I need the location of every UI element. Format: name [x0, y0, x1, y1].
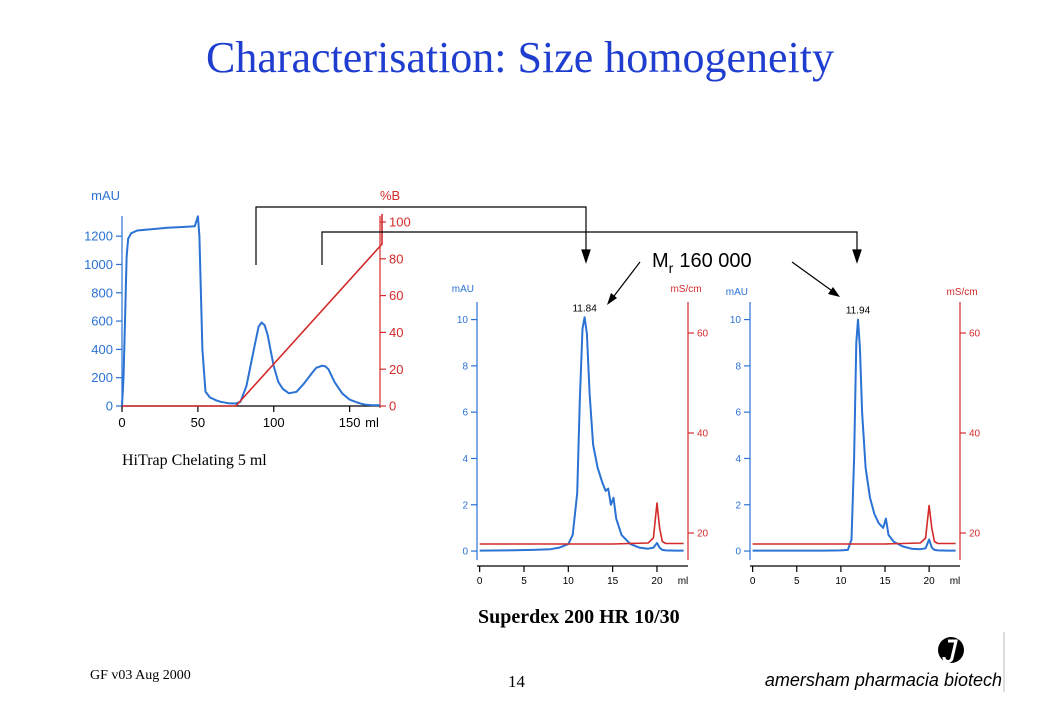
- y-tick-label-left: 10: [457, 315, 469, 326]
- peak-label: 11.84: [572, 303, 597, 314]
- page-number: 14: [508, 672, 525, 691]
- mr-value: 160 000: [679, 250, 751, 272]
- mr-subscript: r: [669, 260, 674, 276]
- y-tick-label-left: 0: [735, 547, 741, 558]
- y-tick-label-right: 100: [389, 215, 411, 230]
- connector-peak-1: [255, 206, 587, 265]
- x-axis-unit: ml: [365, 415, 379, 430]
- uv-trace: [479, 316, 684, 552]
- y-tick-label-left: 200: [91, 370, 113, 385]
- y-tick-label-left: 10: [730, 315, 742, 326]
- y-tick-label-left: 6: [462, 408, 468, 419]
- uv-trace: [121, 215, 380, 407]
- x-tick-label: 0: [477, 576, 483, 587]
- x-tick-label: 5: [794, 576, 800, 587]
- y-axis-label-right: mS/cm: [946, 287, 977, 298]
- y-tick-label-right: 40: [389, 325, 403, 340]
- y-tick-label-left: 600: [91, 314, 113, 329]
- y-tick-label-right: 20: [389, 362, 403, 377]
- peak-label: 11.94: [846, 306, 871, 317]
- x-axis-unit: ml: [950, 576, 961, 587]
- peak-connectors: [255, 206, 862, 265]
- y-tick-label-right: 40: [969, 429, 981, 440]
- mr-arrowhead-right: [828, 287, 840, 297]
- superdex-chromatogram-2: 0 2 4 6 8 10 mAU 20 40 60 mS/cm 0 5 10 15 20 ml 11.94: [726, 287, 981, 587]
- secondary-trace: [122, 214, 383, 407]
- y-tick-label-left: 8: [735, 361, 741, 372]
- x-tick-label: 10: [835, 576, 847, 587]
- y-tick-label-left: 2: [735, 500, 741, 511]
- y-tick-label-left: 0: [106, 399, 113, 414]
- superdex-chromatogram-1: 0 2 4 6 8 10 mAU 20 40 60 mS/cm 0 5 10 15 20 ml 11.84: [452, 284, 709, 587]
- x-tick-label: 15: [607, 576, 619, 587]
- y-tick-label-left: 0: [462, 547, 468, 558]
- y-tick-label-right: 60: [389, 288, 403, 303]
- secondary-trace: [752, 504, 956, 545]
- x-tick-label: 20: [924, 576, 936, 587]
- uv-trace: [752, 318, 956, 552]
- y-tick-label-right: 80: [389, 251, 403, 266]
- y-tick-label-right: 60: [697, 329, 709, 340]
- y-axis-label-left: mAU: [452, 284, 474, 295]
- mr-annotation: Mr 160 000: [607, 250, 840, 305]
- y-tick-label-right: 20: [697, 529, 709, 540]
- x-tick-label: 5: [521, 576, 527, 587]
- connector-arrow-1: [581, 249, 591, 264]
- x-tick-label: 0: [118, 415, 125, 430]
- y-axis-label-right: mS/cm: [670, 284, 701, 295]
- connector-peak-2: [321, 231, 858, 265]
- y-tick-label-left: 800: [91, 285, 113, 300]
- mr-arrowhead-left: [607, 293, 617, 305]
- logo-wordmark: amersham pharmacia biotech: [765, 670, 1002, 690]
- y-tick-label-left: 1000: [84, 257, 113, 272]
- x-tick-label: 0: [750, 576, 756, 587]
- mr-arrow-right: [791, 261, 836, 294]
- x-tick-label: 10: [563, 576, 575, 587]
- y-axis-label-left: mAU: [91, 188, 120, 203]
- y-axis-label-right: %B: [380, 188, 400, 203]
- y-tick-label-left: 4: [735, 454, 741, 465]
- x-tick-label: 50: [191, 415, 205, 430]
- slide-title: Characterisation: Size homogeneity: [205, 33, 835, 82]
- footer-version: GF v03 Aug 2000: [90, 668, 191, 683]
- hitrap-chromatogram: 0 200 400 600 800 1000 1200 mAU 0 20 40 60 80 100 %B 0 5…: [84, 188, 411, 430]
- y-tick-label-right: 40: [697, 429, 709, 440]
- y-tick-label-right: 20: [969, 529, 981, 540]
- y-tick-label-right: 60: [969, 329, 981, 340]
- x-tick-label: 150: [339, 415, 361, 430]
- x-tick-label: 15: [879, 576, 891, 587]
- x-axis-unit: ml: [678, 576, 689, 587]
- y-tick-label-left: 1200: [84, 229, 113, 244]
- y-tick-label-left: 4: [462, 454, 468, 465]
- mr-arrow-left: [610, 261, 641, 301]
- superdex-caption: Superdex 200 HR 10/30: [478, 606, 680, 628]
- y-axis-label-left: mAU: [726, 287, 748, 298]
- x-tick-label: 20: [651, 576, 663, 587]
- mr-label: M: [652, 250, 669, 272]
- logo-mark: [938, 637, 964, 663]
- y-tick-label-right: 0: [389, 399, 396, 414]
- hitrap-caption: HiTrap Chelating 5 ml: [122, 452, 267, 469]
- y-tick-label-left: 400: [91, 342, 113, 357]
- company-logo: amersham pharmacia biotech: [765, 632, 1005, 692]
- x-tick-label: 100: [263, 415, 285, 430]
- secondary-trace: [479, 502, 684, 545]
- y-tick-label-left: 6: [735, 408, 741, 419]
- y-tick-label-left: 8: [462, 361, 468, 372]
- connector-arrow-2: [852, 249, 862, 264]
- y-tick-label-left: 2: [462, 500, 468, 511]
